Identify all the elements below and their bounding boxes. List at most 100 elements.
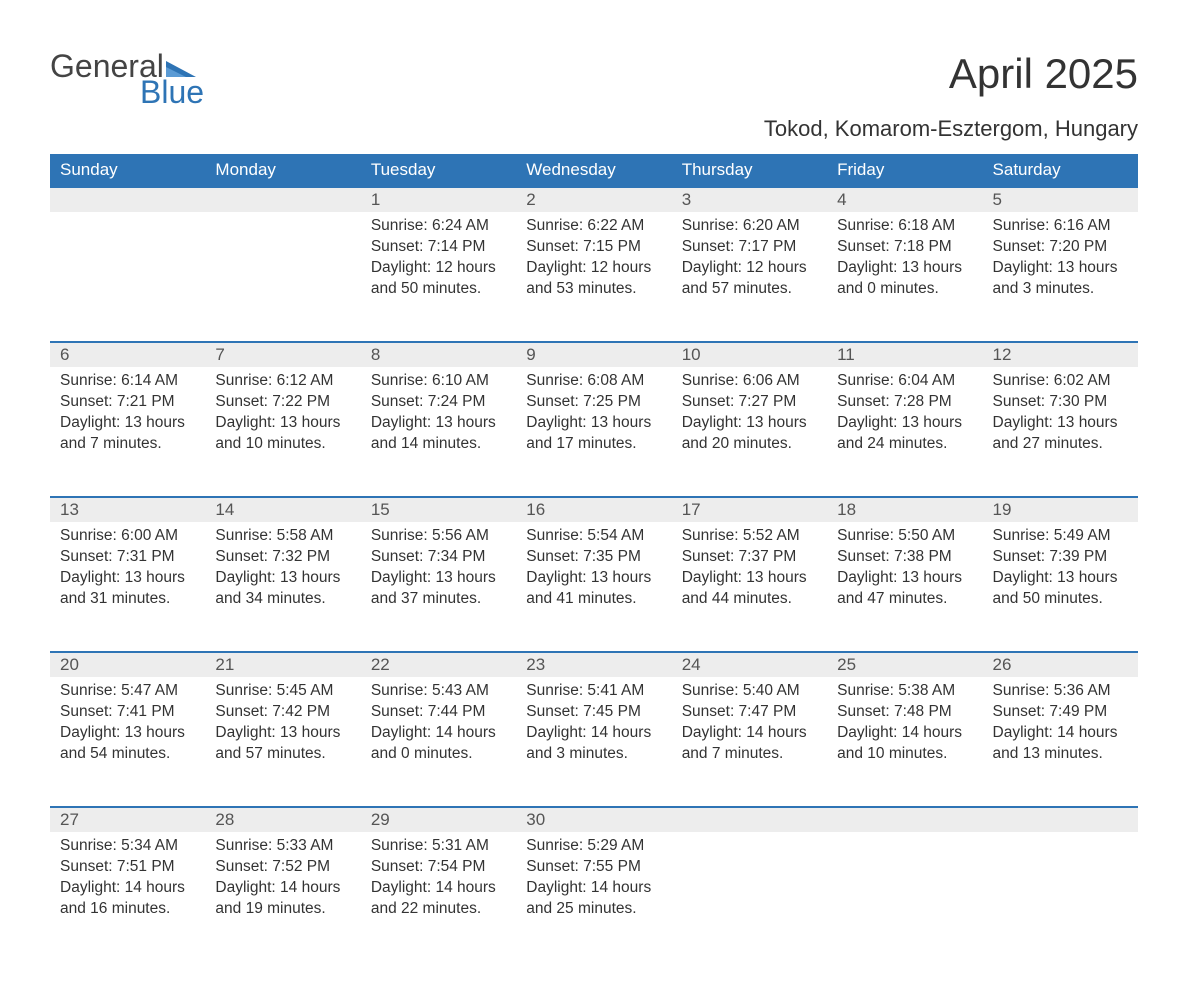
day-content-cell: Sunrise: 6:22 AMSunset: 7:15 PMDaylight:… [516, 212, 671, 342]
day-content-cell: Sunrise: 5:34 AMSunset: 7:51 PMDaylight:… [50, 832, 205, 962]
day-number-cell: 22 [361, 652, 516, 677]
sunset-text: Sunset: 7:49 PM [993, 702, 1128, 723]
daylight-text: Daylight: 13 hours and 57 minutes. [215, 723, 350, 765]
day-number-cell: 4 [827, 187, 982, 212]
day-content-cell: Sunrise: 6:18 AMSunset: 7:18 PMDaylight:… [827, 212, 982, 342]
day-number-cell [827, 807, 982, 832]
day-content-cell: Sunrise: 6:02 AMSunset: 7:30 PMDaylight:… [983, 367, 1138, 497]
day-number-cell: 17 [672, 497, 827, 522]
day-number-row: 12345 [50, 187, 1138, 212]
day-number-cell: 23 [516, 652, 671, 677]
daylight-text: Daylight: 14 hours and 22 minutes. [371, 878, 506, 920]
day-number-row: 27282930 [50, 807, 1138, 832]
sunset-text: Sunset: 7:32 PM [215, 547, 350, 568]
daylight-text: Daylight: 13 hours and 20 minutes. [682, 413, 817, 455]
daylight-text: Daylight: 13 hours and 44 minutes. [682, 568, 817, 610]
sunrise-text: Sunrise: 5:47 AM [60, 681, 195, 702]
day-content-cell [205, 212, 360, 342]
sunrise-text: Sunrise: 5:33 AM [215, 836, 350, 857]
logo-word2: Blue [50, 76, 204, 108]
day-number-cell: 19 [983, 497, 1138, 522]
day-content-cell: Sunrise: 5:40 AMSunset: 7:47 PMDaylight:… [672, 677, 827, 807]
daylight-text: Daylight: 14 hours and 25 minutes. [526, 878, 661, 920]
sunset-text: Sunset: 7:47 PM [682, 702, 817, 723]
day-number-row: 20212223242526 [50, 652, 1138, 677]
day-content-cell: Sunrise: 6:24 AMSunset: 7:14 PMDaylight:… [361, 212, 516, 342]
sunrise-text: Sunrise: 5:43 AM [371, 681, 506, 702]
day-number-cell: 7 [205, 342, 360, 367]
day-number-cell: 6 [50, 342, 205, 367]
day-content-cell: Sunrise: 5:56 AMSunset: 7:34 PMDaylight:… [361, 522, 516, 652]
sunrise-text: Sunrise: 6:02 AM [993, 371, 1128, 392]
day-content-row: Sunrise: 5:34 AMSunset: 7:51 PM Daylight:… [50, 832, 1138, 962]
sunset-text: Sunset: 7:21 PM [60, 392, 195, 413]
sunset-text: Sunset: 7:52 PM [215, 857, 350, 878]
day-number-cell: 5 [983, 187, 1138, 212]
day-content-row: Sunrise: 6:14 AMSunset: 7:21 PMDaylight:… [50, 367, 1138, 497]
day-number-cell: 1 [361, 187, 516, 212]
sunrise-text: Sunrise: 6:22 AM [526, 216, 661, 237]
sunset-text: Sunset: 7:20 PM [993, 237, 1128, 258]
day-number-cell: 8 [361, 342, 516, 367]
sunrise-text: Sunrise: 5:38 AM [837, 681, 972, 702]
day-number-cell: 11 [827, 342, 982, 367]
sunset-text: Sunset: 7:41 PM [60, 702, 195, 723]
daylight-text: Daylight: 12 hours and 50 minutes. [371, 258, 506, 300]
sunrise-text: Sunrise: 6:12 AM [215, 371, 350, 392]
daylight-text: Daylight: 13 hours and 50 minutes. [993, 568, 1128, 610]
sunrise-text: Sunrise: 6:20 AM [682, 216, 817, 237]
sunrise-text: Sunrise: 5:45 AM [215, 681, 350, 702]
sunset-text: Sunset: 7:30 PM [993, 392, 1128, 413]
location-subtitle: Tokod, Komarom-Esztergom, Hungary [50, 116, 1138, 142]
sunrise-text: Sunrise: 5:34 AM [60, 836, 195, 857]
day-header: Thursday [672, 154, 827, 187]
sunset-text: Sunset: 7:39 PM [993, 547, 1128, 568]
sunrise-text: Sunrise: 5:29 AM [526, 836, 661, 857]
sunset-text: Sunset: 7:51 PM [60, 857, 195, 878]
sunrise-text: Sunrise: 5:49 AM [993, 526, 1128, 547]
daylight-text: Daylight: 14 hours and 7 minutes. [682, 723, 817, 765]
sunrise-text: Sunrise: 6:06 AM [682, 371, 817, 392]
day-header: Tuesday [361, 154, 516, 187]
day-header-row: SundayMondayTuesdayWednesdayThursdayFrid… [50, 154, 1138, 187]
header: General Blue April 2025 [50, 50, 1138, 108]
day-number-cell: 14 [205, 497, 360, 522]
daylight-text: Daylight: 13 hours and 17 minutes. [526, 413, 661, 455]
daylight-text: Daylight: 13 hours and 10 minutes. [215, 413, 350, 455]
daylight-text: Daylight: 13 hours and 37 minutes. [371, 568, 506, 610]
sunset-text: Sunset: 7:18 PM [837, 237, 972, 258]
sunrise-text: Sunrise: 5:58 AM [215, 526, 350, 547]
day-content-cell: Sunrise: 5:29 AMSunset: 7:55 PMDaylight:… [516, 832, 671, 962]
day-number-cell: 12 [983, 342, 1138, 367]
logo: General Blue [50, 50, 204, 108]
day-number-cell: 21 [205, 652, 360, 677]
day-content-cell: Sunrise: 5:31 AMSunset: 7:54 PMDaylight:… [361, 832, 516, 962]
day-number-cell: 9 [516, 342, 671, 367]
sunrise-text: Sunrise: 5:41 AM [526, 681, 661, 702]
day-content-cell: Sunrise: 6:20 AMSunset: 7:17 PMDaylight:… [672, 212, 827, 342]
day-header: Monday [205, 154, 360, 187]
sunset-text: Sunset: 7:22 PM [215, 392, 350, 413]
sunrise-text: Sunrise: 6:00 AM [60, 526, 195, 547]
day-number-cell [205, 187, 360, 212]
daylight-text: Daylight: 14 hours and 19 minutes. [215, 878, 350, 920]
sunrise-text: Sunrise: 6:10 AM [371, 371, 506, 392]
day-content-row: Sunrise: 5:47 AMSunset: 7:41 PM Daylight:… [50, 677, 1138, 807]
day-content-cell: Sunrise: 5:49 AMSunset: 7:39 PMDaylight:… [983, 522, 1138, 652]
sunrise-text: Sunrise: 5:52 AM [682, 526, 817, 547]
day-content-cell [827, 832, 982, 962]
daylight-text: Daylight: 13 hours and 14 minutes. [371, 413, 506, 455]
sunset-text: Sunset: 7:38 PM [837, 547, 972, 568]
sunset-text: Sunset: 7:55 PM [526, 857, 661, 878]
sunrise-text: Sunrise: 6:08 AM [526, 371, 661, 392]
sunset-text: Sunset: 7:48 PM [837, 702, 972, 723]
day-content-cell: Sunrise: 6:16 AMSunset: 7:20 PMDaylight:… [983, 212, 1138, 342]
daylight-text: Daylight: 14 hours and 13 minutes. [993, 723, 1128, 765]
sunset-text: Sunset: 7:25 PM [526, 392, 661, 413]
day-header: Wednesday [516, 154, 671, 187]
sunset-text: Sunset: 7:44 PM [371, 702, 506, 723]
sunset-text: Sunset: 7:27 PM [682, 392, 817, 413]
day-number-cell [983, 807, 1138, 832]
day-number-cell: 25 [827, 652, 982, 677]
daylight-text: Daylight: 13 hours and 27 minutes. [993, 413, 1128, 455]
